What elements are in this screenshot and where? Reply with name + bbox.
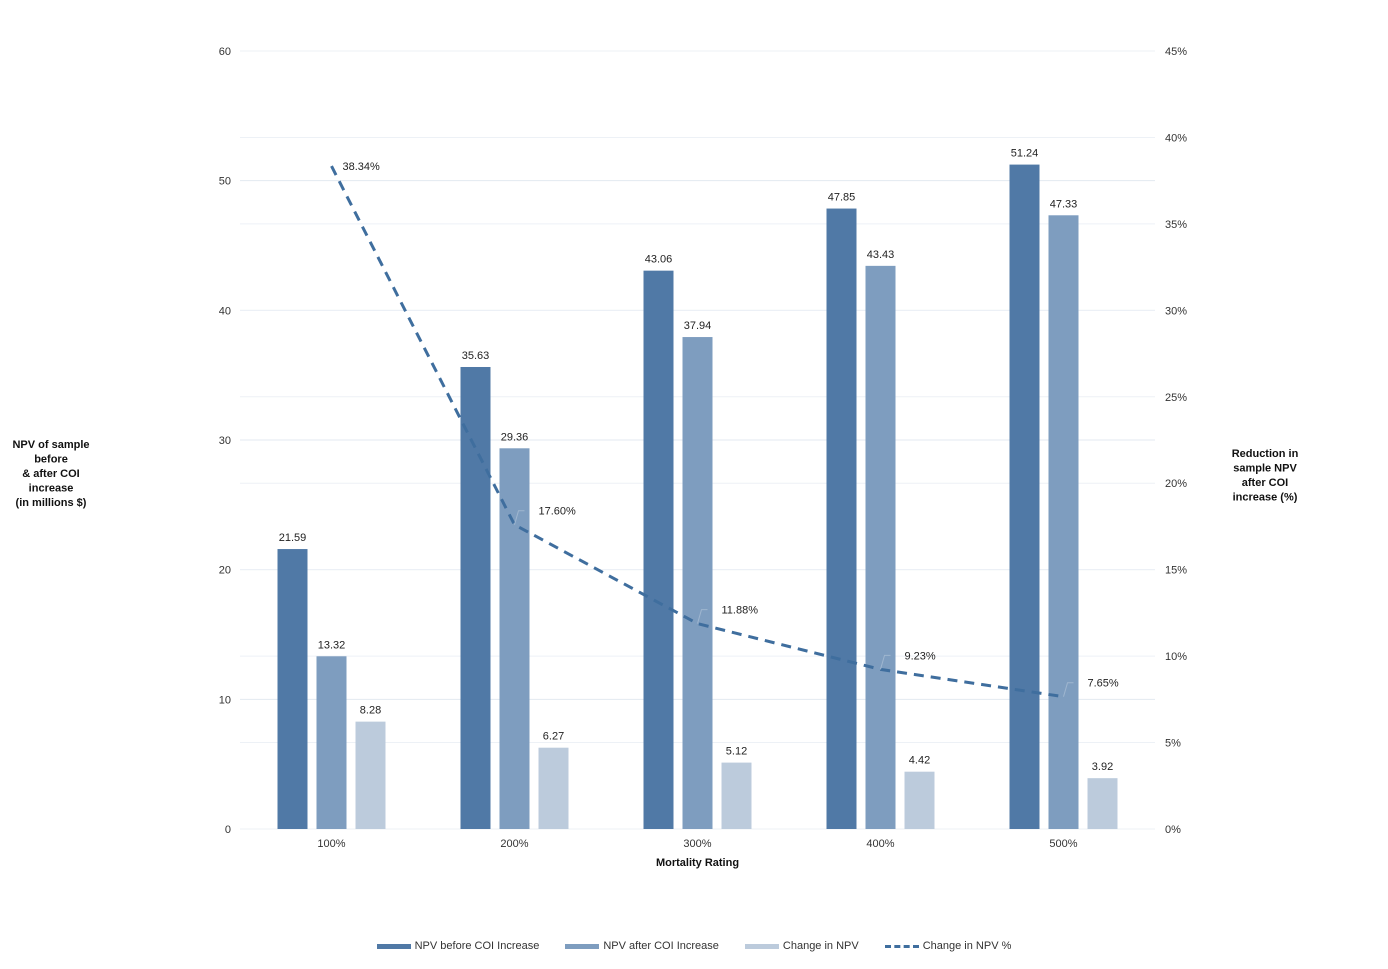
- bar-value-label: 43.06: [645, 254, 673, 266]
- bar: [355, 721, 386, 829]
- axes: 0 10 20 30 40 50 60 0% 5% 10% 15% 20% 25% 30% 35% 40% 45…: [12, 46, 1298, 869]
- bar: [721, 762, 752, 829]
- leader-line: [880, 654, 891, 670]
- legend-item-npv-after: NPV after COI Increase: [565, 940, 719, 952]
- bar-series: [277, 164, 1118, 830]
- legend-label-change-npv-pct: Change in NPV %: [922, 940, 1012, 952]
- bar: [682, 337, 713, 829]
- x-tick-label: 200%: [500, 838, 528, 850]
- y-axis-title-line: NPV of sample: [12, 439, 89, 451]
- y2-axis-title-line: sample NPV: [1233, 463, 1297, 475]
- legend-item-change-npv-pct: Change in NPV %: [884, 940, 1012, 952]
- bar-value-label: 37.94: [684, 320, 712, 332]
- y-axis-title-line: before: [34, 454, 68, 466]
- x-tick-label: 400%: [866, 838, 894, 850]
- bar: [538, 747, 569, 829]
- legend-label-npv-before: NPV before COI Increase: [414, 940, 540, 952]
- bar: [316, 656, 347, 829]
- bar: [1087, 778, 1118, 829]
- bar-value-label: 13.32: [318, 639, 346, 651]
- y2-tick-label: 30%: [1165, 305, 1187, 317]
- line-value-label: 9.23%: [905, 650, 936, 662]
- y-tick-label: 10: [219, 694, 231, 706]
- bar-value-label: 43.43: [867, 249, 895, 261]
- leader-line: [697, 609, 708, 624]
- y2-tick-label: 40%: [1165, 132, 1187, 144]
- legend-swatch-change-npv: [744, 943, 779, 949]
- x-axis-title: Mortality Rating: [656, 857, 739, 869]
- bar-value-label: 4.42: [909, 755, 930, 767]
- y2-tick-label: 25%: [1165, 392, 1187, 404]
- bar: [865, 265, 896, 829]
- y-tick-label: 40: [219, 305, 231, 317]
- y2-tick-label: 45%: [1165, 46, 1187, 58]
- line-value-label: 11.88%: [722, 605, 759, 617]
- legend-item-change-npv: Change in NPV: [744, 940, 859, 952]
- leader-line: [514, 510, 525, 525]
- legend-swatch-npv-before: [376, 943, 411, 949]
- line-value-label: 7.65%: [1088, 678, 1119, 690]
- legend-label-npv-after: NPV after COI Increase: [603, 940, 719, 952]
- bar: [904, 771, 935, 829]
- y-tick-label: 60: [219, 46, 231, 58]
- y-tick-label: 0: [225, 824, 231, 836]
- legend-swatch-npv-after: [565, 943, 600, 949]
- bar-value-label: 47.85: [828, 192, 856, 204]
- bar: [499, 448, 530, 829]
- legend-label-change-npv: Change in NPV: [782, 940, 859, 952]
- y2-tick-label: 35%: [1165, 219, 1187, 231]
- bar: [643, 270, 674, 829]
- line-series: [330, 165, 1074, 699]
- bar-value-label: 21.59: [279, 532, 307, 544]
- line-value-label: 17.60%: [539, 506, 577, 518]
- bar-value-label: 5.12: [726, 746, 747, 758]
- leader-line: [1063, 682, 1074, 697]
- bar: [1048, 215, 1079, 830]
- x-tick-label: 500%: [1049, 838, 1077, 850]
- y-axis-title: NPV of sample before & after COI increase (i…: [12, 439, 89, 509]
- legend: NPV before COI Increase NPV after COI In…: [0, 940, 1388, 952]
- bar-value-label: 51.24: [1011, 148, 1039, 160]
- y2-axis-title-line: increase (%): [1233, 492, 1298, 504]
- bar-value-label: 35.63: [462, 350, 490, 362]
- bar: [460, 366, 491, 829]
- y-axis-title-line: increase: [29, 483, 74, 495]
- bar-value-label: 47.33: [1050, 198, 1078, 210]
- legend-swatch-change-npv-pct: [884, 944, 919, 948]
- bar-value-label: 6.27: [543, 731, 564, 743]
- bar: [277, 549, 308, 829]
- y2-axis-title-line: after COI: [1242, 477, 1288, 489]
- bar-value-label: 29.36: [501, 431, 529, 443]
- y-axis-title-line: (in millions $): [16, 497, 87, 509]
- line-value-label: 38.34%: [343, 161, 381, 173]
- y-tick-label: 20: [219, 565, 231, 577]
- y2-tick-label: 5%: [1165, 738, 1181, 750]
- y2-tick-label: 10%: [1165, 651, 1187, 663]
- y2-tick-label: 20%: [1165, 478, 1187, 490]
- x-tick-label: 300%: [683, 838, 711, 850]
- bar-value-label: 3.92: [1092, 761, 1113, 773]
- y2-axis-title-line: Reduction in: [1232, 448, 1299, 460]
- y2-tick-label: 15%: [1165, 565, 1187, 577]
- y-tick-label: 50: [219, 176, 231, 188]
- legend-item-npv-before: NPV before COI Increase: [376, 940, 540, 952]
- bar: [826, 208, 857, 830]
- bar-value-label: 8.28: [360, 705, 381, 717]
- y2-tick-label: 0%: [1165, 824, 1181, 836]
- data-labels: 21.59 35.63 43.06 47.85 51.24 13.32 29.36 37.94…: [279, 148, 1119, 774]
- x-tick-label: 100%: [317, 838, 345, 850]
- y-tick-label: 30: [219, 435, 231, 447]
- y-axis-title-line: & after COI: [22, 468, 79, 480]
- y2-axis-title: Reduction in sample NPV after COI increase …: [1232, 448, 1299, 504]
- bar: [1009, 164, 1040, 829]
